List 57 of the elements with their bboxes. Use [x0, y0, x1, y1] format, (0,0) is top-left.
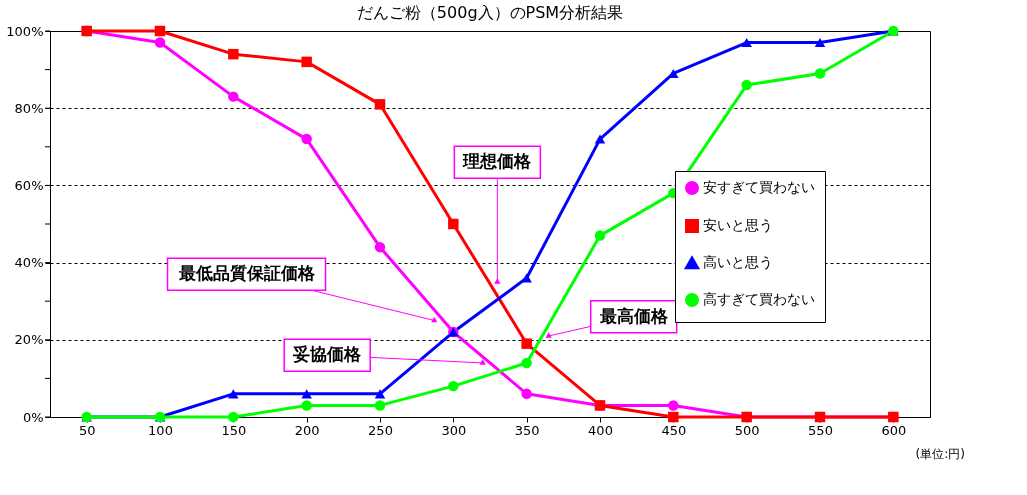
point: [668, 400, 679, 411]
x-tick-label: 600: [881, 422, 907, 438]
annotation: 妥協価格: [292, 344, 363, 365]
point: [228, 48, 239, 60]
point: [374, 99, 386, 110]
text: (単位:円): [915, 447, 965, 461]
point: [374, 241, 386, 253]
x-tick-label: 350: [514, 422, 540, 438]
point: [154, 37, 166, 48]
point: [301, 389, 312, 399]
y-tick-label: 40%: [14, 255, 44, 271]
point: [741, 79, 752, 91]
annotation: 理想価格: [462, 151, 533, 172]
point: [374, 400, 386, 411]
point: [741, 38, 752, 48]
x-tick-label: 500: [734, 422, 760, 438]
point: [668, 68, 679, 78]
point: [521, 357, 532, 369]
point: [228, 91, 239, 102]
point: [668, 411, 679, 423]
point: [301, 400, 312, 411]
point: [814, 68, 826, 79]
point: [521, 388, 532, 400]
x-tick-label: 300: [441, 422, 467, 438]
x-tick-label: 200: [294, 422, 320, 438]
chart-title: だんご粉（500g入）のPSM分析結果: [356, 3, 624, 22]
point: [154, 25, 166, 37]
x-tick-label: 100: [148, 422, 173, 438]
y-tick-label: 100%: [6, 23, 44, 39]
point: [448, 380, 459, 392]
legend-label: 高いと思う: [703, 254, 773, 270]
point: [448, 218, 459, 230]
x-tick-label: 50: [78, 422, 96, 438]
point: [228, 411, 239, 423]
point: [228, 389, 239, 399]
point: [301, 133, 312, 145]
point: [814, 38, 826, 48]
annotation: 最高価格: [598, 305, 669, 326]
x-tick-label: 150: [221, 422, 247, 438]
x-tick-label: 550: [808, 422, 833, 438]
y-tick-label: 60%: [14, 177, 44, 193]
point: [594, 230, 606, 241]
point: [374, 389, 386, 399]
point: [521, 273, 532, 283]
legend-label: 安すぎて買わない: [703, 179, 815, 195]
point: [521, 338, 532, 349]
y-tick-label: 80%: [14, 100, 44, 116]
point: [301, 56, 312, 68]
legend-label: 高すぎて買わない: [703, 291, 815, 307]
point: [594, 134, 606, 144]
x-tick-label: 250: [368, 422, 393, 438]
y-tick-label: 0%: [22, 409, 44, 425]
x-tick-label: 450: [661, 422, 687, 438]
x-tick-label: 400: [588, 422, 613, 438]
y-tick-label: 20%: [14, 332, 44, 348]
legend-label: 安いと思う: [703, 217, 773, 233]
annotation: 最低品質保証価格: [177, 263, 316, 284]
